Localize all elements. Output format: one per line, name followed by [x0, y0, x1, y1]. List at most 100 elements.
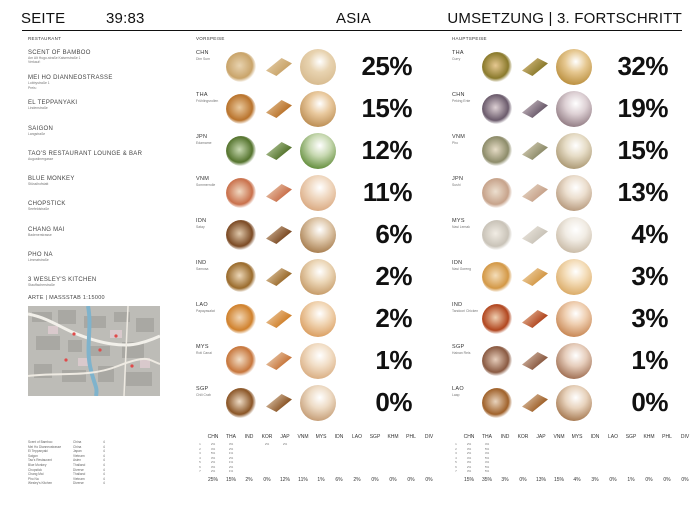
- dish-shape: [266, 226, 292, 244]
- legend-row: Chopstick Diverse 4: [28, 468, 188, 473]
- legend-cell: Asien: [73, 458, 81, 463]
- table-cell: 2: [199, 446, 201, 451]
- dish-name: Papayasalat: [196, 309, 215, 313]
- dish-row: VNM Sommerrolle 11%: [196, 174, 436, 214]
- dish-photo: [226, 220, 256, 250]
- table-total-cell: 35%: [481, 476, 492, 483]
- starters-summary-table: CHN THA IND KOR JAP VNM MYS IDN LAO SGP KHM PHL DIV 1…: [196, 434, 438, 483]
- restaurant-detail: Seefeldstraße: [28, 207, 50, 212]
- restaurant-detail: Preis:: [28, 85, 37, 90]
- restaurant-detail: Limmatstraße: [28, 257, 49, 262]
- share-percentage: 3%: [631, 303, 668, 333]
- table-header-cell: CHN: [463, 434, 475, 440]
- dish-row: CHN Peking Ente 19%: [452, 90, 692, 130]
- share-percentage: 25%: [361, 51, 412, 81]
- dish-name: Tandoori Chicken: [452, 309, 479, 313]
- dish-name: Satay: [196, 225, 205, 229]
- table-cell: 3%: [210, 455, 216, 460]
- share-percentage: 19%: [617, 93, 668, 123]
- dish-name: Laap: [452, 393, 460, 397]
- table-cell: 2%: [228, 464, 234, 469]
- legend-cell: Saigon: [28, 453, 38, 458]
- legend-cell: China: [73, 444, 82, 449]
- share-percentage: 1%: [375, 345, 412, 375]
- country-code: SGP: [196, 386, 209, 392]
- table-body: 1 2% 4% 2 3% 5% 3 2% 4% 4 4% 5% 5 3% 4% 6 2% 5% 7 3% 5%: [452, 442, 694, 474]
- dish-name: Dim Sum: [196, 57, 210, 61]
- dish-photo: [482, 52, 512, 82]
- dish-row: SGP Chili Crab 0%: [196, 384, 436, 424]
- restaurant-entry: PHO NA Limmatstraße: [28, 252, 168, 271]
- country-code: LAO: [452, 386, 464, 392]
- table-cell: 5%: [484, 464, 490, 469]
- page-header: SEITE 39:83 ASIA UMSETZUNG | 3. FORTSCHR…: [0, 0, 700, 32]
- country-code: LAO: [196, 302, 208, 308]
- dish-name: Nasi Lemak: [452, 225, 470, 229]
- table-header-cell: SGP: [625, 434, 637, 440]
- table-total-cell: 0%: [263, 476, 271, 483]
- share-percentage: 3%: [631, 261, 668, 291]
- table-header-cell: IDN: [334, 434, 344, 440]
- dish-photo: [226, 178, 256, 208]
- table-cell: 1%: [228, 451, 234, 455]
- table-cell: 3%: [466, 446, 472, 451]
- header-seite: SEITE: [21, 10, 66, 27]
- table-row: 7 3% 5%: [452, 469, 694, 474]
- legend-row: Saigon Vietnam 4: [28, 454, 188, 459]
- table-cell: 3%: [210, 464, 216, 469]
- header-progress: UMSETZUNG | 3. FORTSCHRITT: [447, 10, 682, 27]
- table-cell: 5%: [484, 446, 490, 451]
- legend-cell: Vietnam: [73, 476, 85, 481]
- dish-circle-photo: [300, 259, 336, 295]
- table-cell: 1%: [228, 469, 234, 473]
- table-cell: [402, 469, 420, 474]
- header-page-number: 39:83: [106, 10, 145, 27]
- table-header-cell: IND: [244, 434, 254, 440]
- restaurant-detail: [28, 241, 168, 245]
- table-cell: 4: [455, 455, 457, 460]
- table-total-cell: 0%: [389, 476, 397, 483]
- dish-shape: [266, 100, 292, 118]
- table-cell: 2%: [228, 455, 234, 460]
- legend-row: Blue Monkey Thailand 4: [28, 463, 188, 468]
- country-code: VNM: [196, 176, 210, 182]
- table-cell: 5%: [210, 451, 216, 455]
- dish-name: Peking Ente: [452, 99, 471, 103]
- legend-cell: China: [73, 440, 82, 444]
- table-header-cell: THA: [226, 434, 236, 440]
- share-percentage: 0%: [631, 387, 668, 417]
- table-total-cell: 0%: [519, 476, 527, 483]
- dish-row: JPN Edamame 12%: [196, 132, 436, 172]
- restaurant-detail: Stauffacherstraße: [28, 282, 55, 287]
- dish-circle-photo: [300, 217, 336, 253]
- table-header-cell: MYS: [315, 434, 327, 440]
- table-cell: 2%: [466, 442, 472, 446]
- table-cell: 5%: [484, 455, 490, 460]
- country-code: THA: [452, 50, 464, 56]
- dish-photo: [226, 94, 256, 124]
- restaurant-name: SAIGON: [28, 125, 54, 132]
- dish-name: Samosa: [196, 267, 209, 271]
- legend-cell: El Teppanyaki: [28, 449, 48, 454]
- dish-name: Edamame: [196, 141, 212, 145]
- table-total-cell: 3%: [591, 476, 599, 483]
- restaurant-entry: MEI HO DIANNEOSTRASSE Lobbystraße 1 Preis…: [28, 75, 168, 94]
- share-percentage: 2%: [375, 261, 412, 291]
- table-header-cell: DIV: [680, 434, 690, 440]
- table-row: 7 2% 1%: [196, 469, 438, 474]
- legend-cell: Diverse: [73, 467, 84, 472]
- table-row: 1 2% 4%: [452, 442, 694, 447]
- table-total-cell: 3%: [501, 476, 509, 483]
- table-row: 4 3% 2%: [196, 456, 438, 461]
- table-header-cell: JAP: [536, 434, 546, 440]
- table-total-cell: 2%: [245, 476, 253, 483]
- dish-name: Chili Crab: [196, 393, 211, 397]
- restaurant-entry: SAIGON Langstraße: [28, 126, 168, 145]
- table-cell: 7: [455, 469, 457, 473]
- table-cell: [586, 469, 604, 474]
- share-percentage: 6%: [375, 219, 412, 249]
- table-cell: [294, 469, 312, 474]
- restaurant-detail: Badenerstrasse: [28, 232, 52, 237]
- table-total-cell: 15%: [225, 476, 236, 483]
- table-cell: 7: [199, 469, 201, 473]
